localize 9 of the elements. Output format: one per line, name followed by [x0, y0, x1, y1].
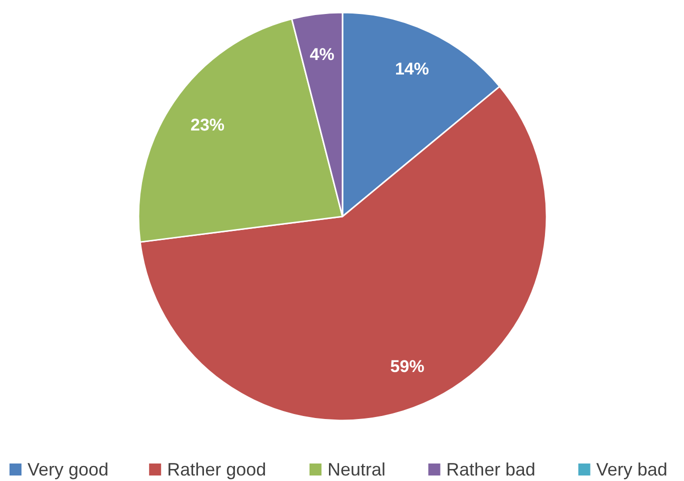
data-label: 4%: [310, 45, 334, 64]
legend-label: Rather bad: [446, 460, 536, 480]
legend-label: Very bad: [596, 460, 668, 480]
data-label: 23%: [190, 115, 225, 134]
legend-label: Very good: [28, 460, 109, 480]
data-label: 14%: [394, 59, 430, 78]
data-label: 59%: [390, 356, 424, 376]
legend-label: Neutral: [328, 460, 386, 480]
legend-label: Rather good: [167, 460, 266, 480]
